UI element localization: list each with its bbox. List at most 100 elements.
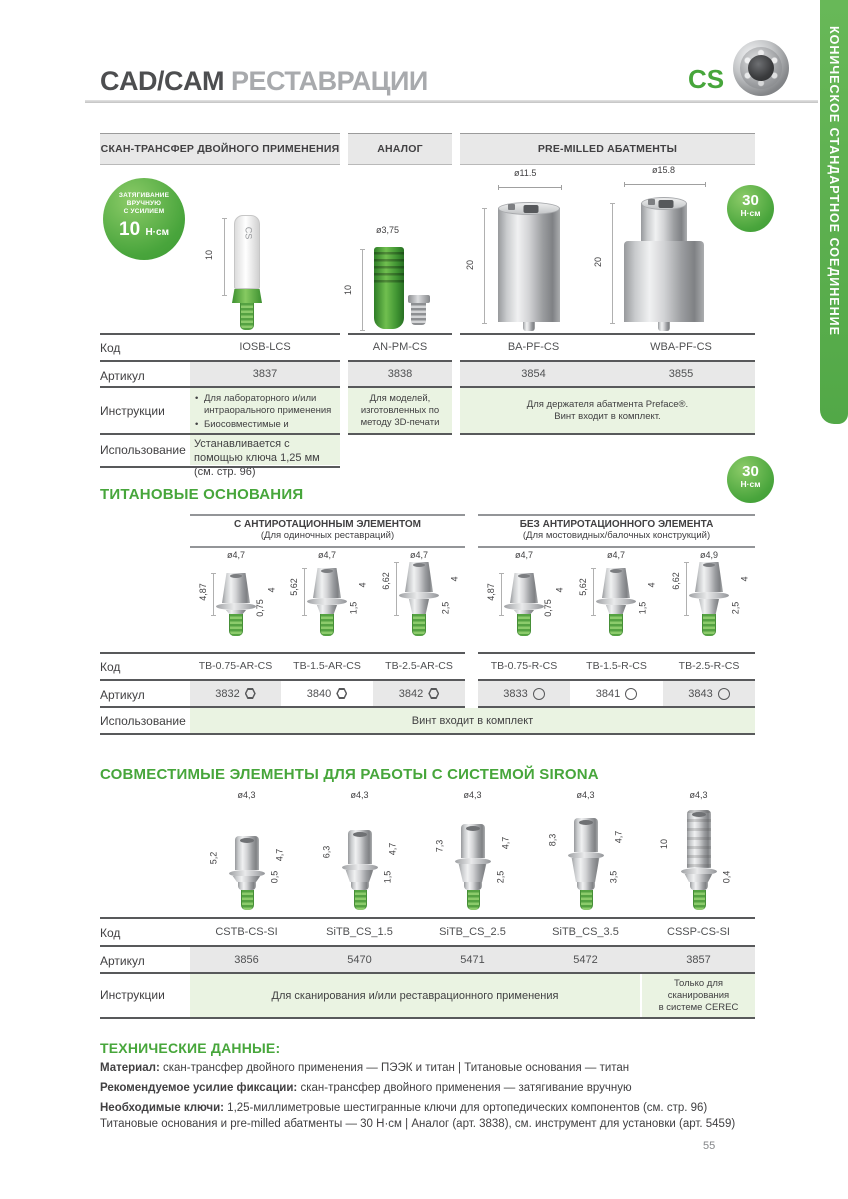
table-line: [100, 733, 755, 735]
group-title: С АНТИРОТАЦИОННЫМ ЭЛЕМЕНТОМ: [234, 519, 421, 530]
row-label-code: Код: [100, 926, 121, 940]
torque-30-value: 30: [742, 463, 759, 480]
dim-bracket: [482, 208, 487, 324]
figure-scan-transfer: 10 CS: [200, 210, 295, 335]
tibase-cone: [510, 573, 538, 603]
figure-sirona-1: ø4,3 5,2 4,7 0,5: [190, 790, 303, 912]
tech-text: скан-трансфер двойного применения — ПЭЭК…: [159, 1062, 630, 1074]
row-label-instructions: Инструкции: [100, 404, 165, 418]
dim-gingiva-label: 1,5: [637, 601, 648, 615]
side-tab-connection-type: КОНИЧЕСКОЕ СТАНДАРТНОЕ СОЕДИНЕНИЕ: [820, 0, 848, 424]
dim-top-label: 4: [646, 582, 657, 588]
row-label-instructions: Инструкции: [100, 988, 165, 1002]
premilled-nub: [658, 322, 670, 331]
tech-line-torque: Рекомендуемое усилие фиксации: скан-тран…: [100, 1082, 760, 1094]
instruction-line: сканирования: [667, 989, 730, 1001]
tech-line-keys: Необходимые ключи: 1,25-миллиметровые ше…: [100, 1102, 760, 1114]
row-label-usage: Использование: [100, 714, 186, 728]
tibase-flange: [399, 592, 439, 599]
dim-diameter-label: ø4,3: [237, 790, 256, 800]
dim-diameter-label: ø4,3: [576, 790, 595, 800]
sirona-flange: [228, 870, 265, 877]
dim-gingiva-label: 1,5: [348, 601, 359, 615]
dim-height-label: 20: [465, 259, 476, 271]
table-line: [478, 679, 755, 681]
product-article: 3833: [478, 681, 570, 706]
dim-bracket: [610, 203, 615, 324]
instructions-cell: Для лабораторного и/или интраорального п…: [190, 388, 340, 442]
sirona-cylinder: [460, 824, 485, 858]
sirona-cylinder: [573, 818, 598, 852]
dim-height-label: 20: [593, 256, 604, 268]
product-code: TB-0.75-AR-CS: [198, 660, 273, 672]
table-line: [460, 333, 755, 335]
product-article: 3841: [570, 681, 663, 706]
analog-body: [374, 247, 404, 329]
dim-bracket: [394, 562, 399, 616]
group-subtitle: (Для одиночных реставраций): [260, 530, 395, 541]
dim-gingiva-label: 2,5: [730, 601, 741, 615]
dim-total-label: 8,3: [546, 833, 557, 847]
scan-body: CS: [234, 215, 260, 289]
group-title: БЕЗ АНТИРОТАЦИОННОГО ЭЛЕМЕНТА: [519, 519, 714, 530]
dim-diameter-label: ø4,3: [463, 790, 482, 800]
dim-gingiva-label: 0,75: [255, 599, 266, 617]
hex-connection-icon: [428, 688, 439, 699]
sirona-screw: [466, 890, 480, 910]
tibase-neck: [605, 605, 627, 614]
dim-total-label: 7,3: [433, 839, 444, 853]
instructions-cell: Для моделей, изготовленных по методу 3D-…: [348, 388, 452, 433]
row-label-code: Код: [100, 341, 121, 355]
table-line: [100, 945, 755, 947]
dim-bracket: [211, 573, 216, 616]
tibase-neck: [698, 599, 720, 614]
product-article: 3856: [234, 953, 259, 966]
table-line: [100, 1017, 755, 1019]
dim-gingiva-label: 3,5: [608, 870, 619, 884]
figure-tibase-5: ø4,7 5,62 4 1,5: [570, 550, 662, 652]
table-line: [348, 433, 452, 435]
table-line: [100, 917, 755, 919]
group-line: [478, 546, 755, 548]
product-code: SiTB_CS_3.5: [552, 926, 619, 938]
product-article: 3854: [460, 362, 607, 386]
article-number: 3832: [215, 687, 240, 700]
dim-gingiva-label: 0,4: [721, 870, 732, 884]
product-code: TB-2.5-AR-CS: [385, 660, 453, 672]
group-subtitle: (Для мостовидных/балочных конструкций): [522, 530, 711, 541]
article-number: 3843: [688, 687, 713, 700]
instructions-cell: Для держателя абатмента Preface®. Винт в…: [460, 388, 755, 433]
dim-total-label: 5,62: [288, 578, 299, 596]
product-code: CSTB-CS-SI: [215, 926, 278, 938]
sirona-screw: [240, 890, 254, 910]
connection-code-label: CS: [688, 64, 725, 94]
article-number: 3840: [306, 687, 332, 700]
row-label-usage: Использование: [100, 443, 186, 457]
premilled-base-cylinder: [624, 241, 704, 322]
tech-bold: Рекомендуемое усилие фиксации:: [100, 1082, 298, 1094]
sirona-cone: [232, 876, 261, 882]
figure-tibase-1: ø4,7 4,87 4 0,75: [190, 550, 282, 652]
dim-bracket: [499, 573, 504, 616]
tibase-neck: [316, 605, 338, 614]
group-line: [190, 546, 465, 548]
sirona-tip: [576, 882, 595, 890]
page-title-primary: CAD/CAM: [100, 66, 225, 96]
product-code: SiTB_CS_2.5: [439, 926, 506, 938]
implant-connection-icon: [733, 40, 789, 96]
tibase-cone: [695, 562, 723, 592]
badge-torque-value: 10: [119, 219, 141, 240]
tibase-screw: [320, 614, 334, 636]
sirona-tip: [463, 882, 482, 890]
group-line: [190, 514, 465, 516]
dim-diameter-label: ø4,7: [606, 550, 625, 560]
tibase-neck: [225, 610, 247, 614]
dim-diameter-label: ø3,75: [376, 225, 400, 235]
dim-gingiva-label: 0,5: [269, 870, 280, 884]
figure-sirona-3: ø4,3 7,3 4,7 2,5: [416, 790, 529, 912]
table-line: [348, 333, 452, 335]
round-connection-icon: [625, 687, 638, 700]
analog-screw-head: [408, 295, 430, 303]
dim-total-label: 4,87: [197, 583, 208, 601]
badge-line1: ЗАТЯГИВАНИЕ: [118, 192, 170, 199]
